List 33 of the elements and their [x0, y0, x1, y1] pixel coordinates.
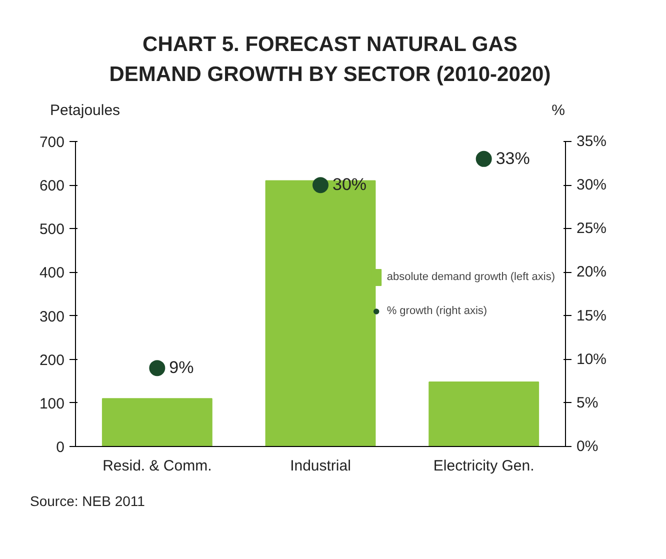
data-label: 9% [169, 358, 194, 378]
legend-label: % growth (right axis) [386, 304, 488, 317]
y-tick-label: 500 [39, 222, 65, 239]
y-tick-label: 0 [56, 439, 64, 456]
bar [102, 398, 212, 447]
y-tick-label: 200 [39, 352, 65, 370]
bar [428, 382, 540, 447]
y2-tick-label: 25% [576, 220, 607, 238]
y-tick-label: 300 [39, 308, 65, 326]
chart-title: CHART 5. FORECAST NATURAL GAS DEMAND GROWTH BY SECTOR (2010-2020) [109, 32, 551, 88]
x-tick-label: Electricity Gen. [433, 458, 534, 475]
point [476, 151, 492, 168]
point [149, 360, 166, 376]
y2-axis-title: % [552, 101, 565, 121]
y2-tick-label: 10% [576, 351, 607, 368]
y2-tick-label: 30% [576, 176, 607, 194]
x-tick-label: Industrial [290, 458, 351, 475]
data-label: 33% [496, 149, 530, 168]
y-axis-title: Petajoules [50, 101, 120, 121]
point [312, 178, 328, 194]
y2-tick-label: 5% [576, 394, 598, 412]
source-note: Source: NEB 2011 [30, 492, 145, 512]
y2-tick-label: 35% [576, 133, 607, 150]
y-tick-label: 400 [39, 265, 65, 282]
y-tick-label: 700 [39, 134, 65, 152]
x-tick-label: Resid. & Comm. [102, 458, 212, 475]
y2-tick-label: 0% [576, 438, 598, 456]
y-tick-label: 100 [39, 396, 65, 413]
y2-tick-label: 15% [576, 308, 607, 325]
data-label: 30% [332, 175, 367, 194]
legend-label: absolute demand growth (left axis) [386, 270, 555, 283]
y2-tick-label: 20% [576, 264, 607, 282]
y-tick-label: 600 [39, 178, 65, 195]
